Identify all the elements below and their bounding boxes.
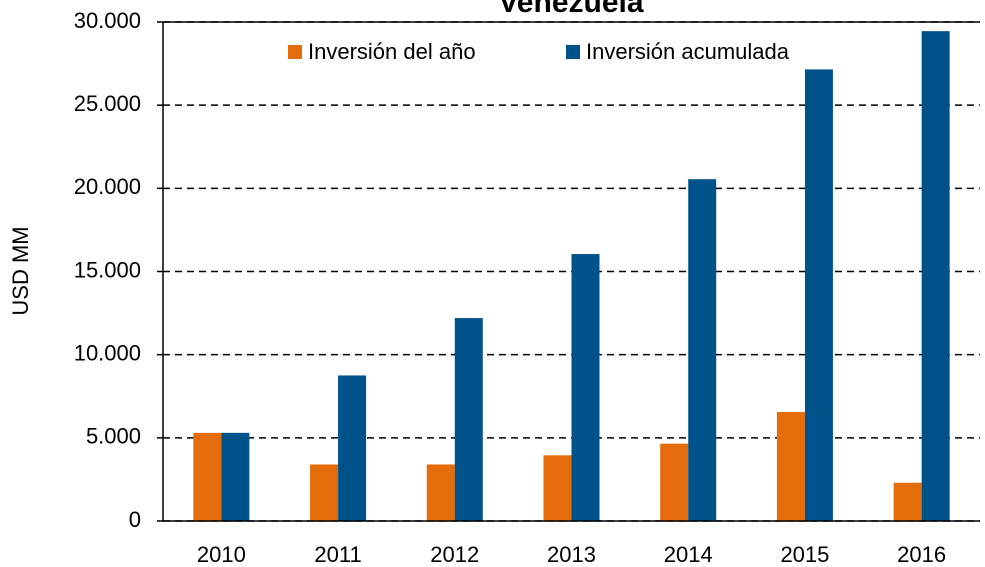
y-axis-label: USD MM — [8, 226, 33, 315]
x-tick-label: 2011 — [314, 542, 361, 567]
legend-swatch — [566, 45, 580, 59]
chart-title: Venezuela — [498, 0, 643, 19]
bar — [221, 432, 250, 521]
bar — [776, 412, 805, 521]
y-tick-label: 30.000 — [74, 8, 141, 33]
y-tick-label: 20.000 — [74, 174, 141, 199]
bar — [426, 464, 455, 521]
bar — [193, 432, 222, 521]
legend-label: Inversión acumulada — [586, 39, 790, 64]
y-tick-label: 5.000 — [86, 424, 141, 449]
bar — [454, 318, 483, 521]
bar — [310, 464, 339, 521]
bar — [804, 69, 833, 521]
x-tick-label: 2012 — [430, 542, 479, 567]
bar — [338, 375, 367, 521]
bar — [571, 254, 600, 521]
y-tick-label: 0 — [129, 507, 141, 532]
x-tick-label: 2013 — [547, 542, 596, 567]
y-tick-label: 10.000 — [74, 340, 141, 365]
x-tick-label: 2016 — [897, 542, 946, 567]
legend-swatch — [288, 45, 302, 59]
x-tick-label: 2014 — [664, 542, 713, 567]
bar — [660, 443, 689, 521]
y-tick-label: 25.000 — [74, 91, 141, 116]
bar — [921, 31, 950, 521]
legend-label: Inversión del año — [308, 39, 476, 64]
x-tick-label: 2010 — [197, 542, 246, 567]
bar — [893, 482, 922, 521]
bar — [688, 179, 717, 521]
y-tick-label: 15.000 — [74, 257, 141, 282]
x-tick-label: 2015 — [780, 542, 829, 567]
bar — [543, 455, 572, 521]
